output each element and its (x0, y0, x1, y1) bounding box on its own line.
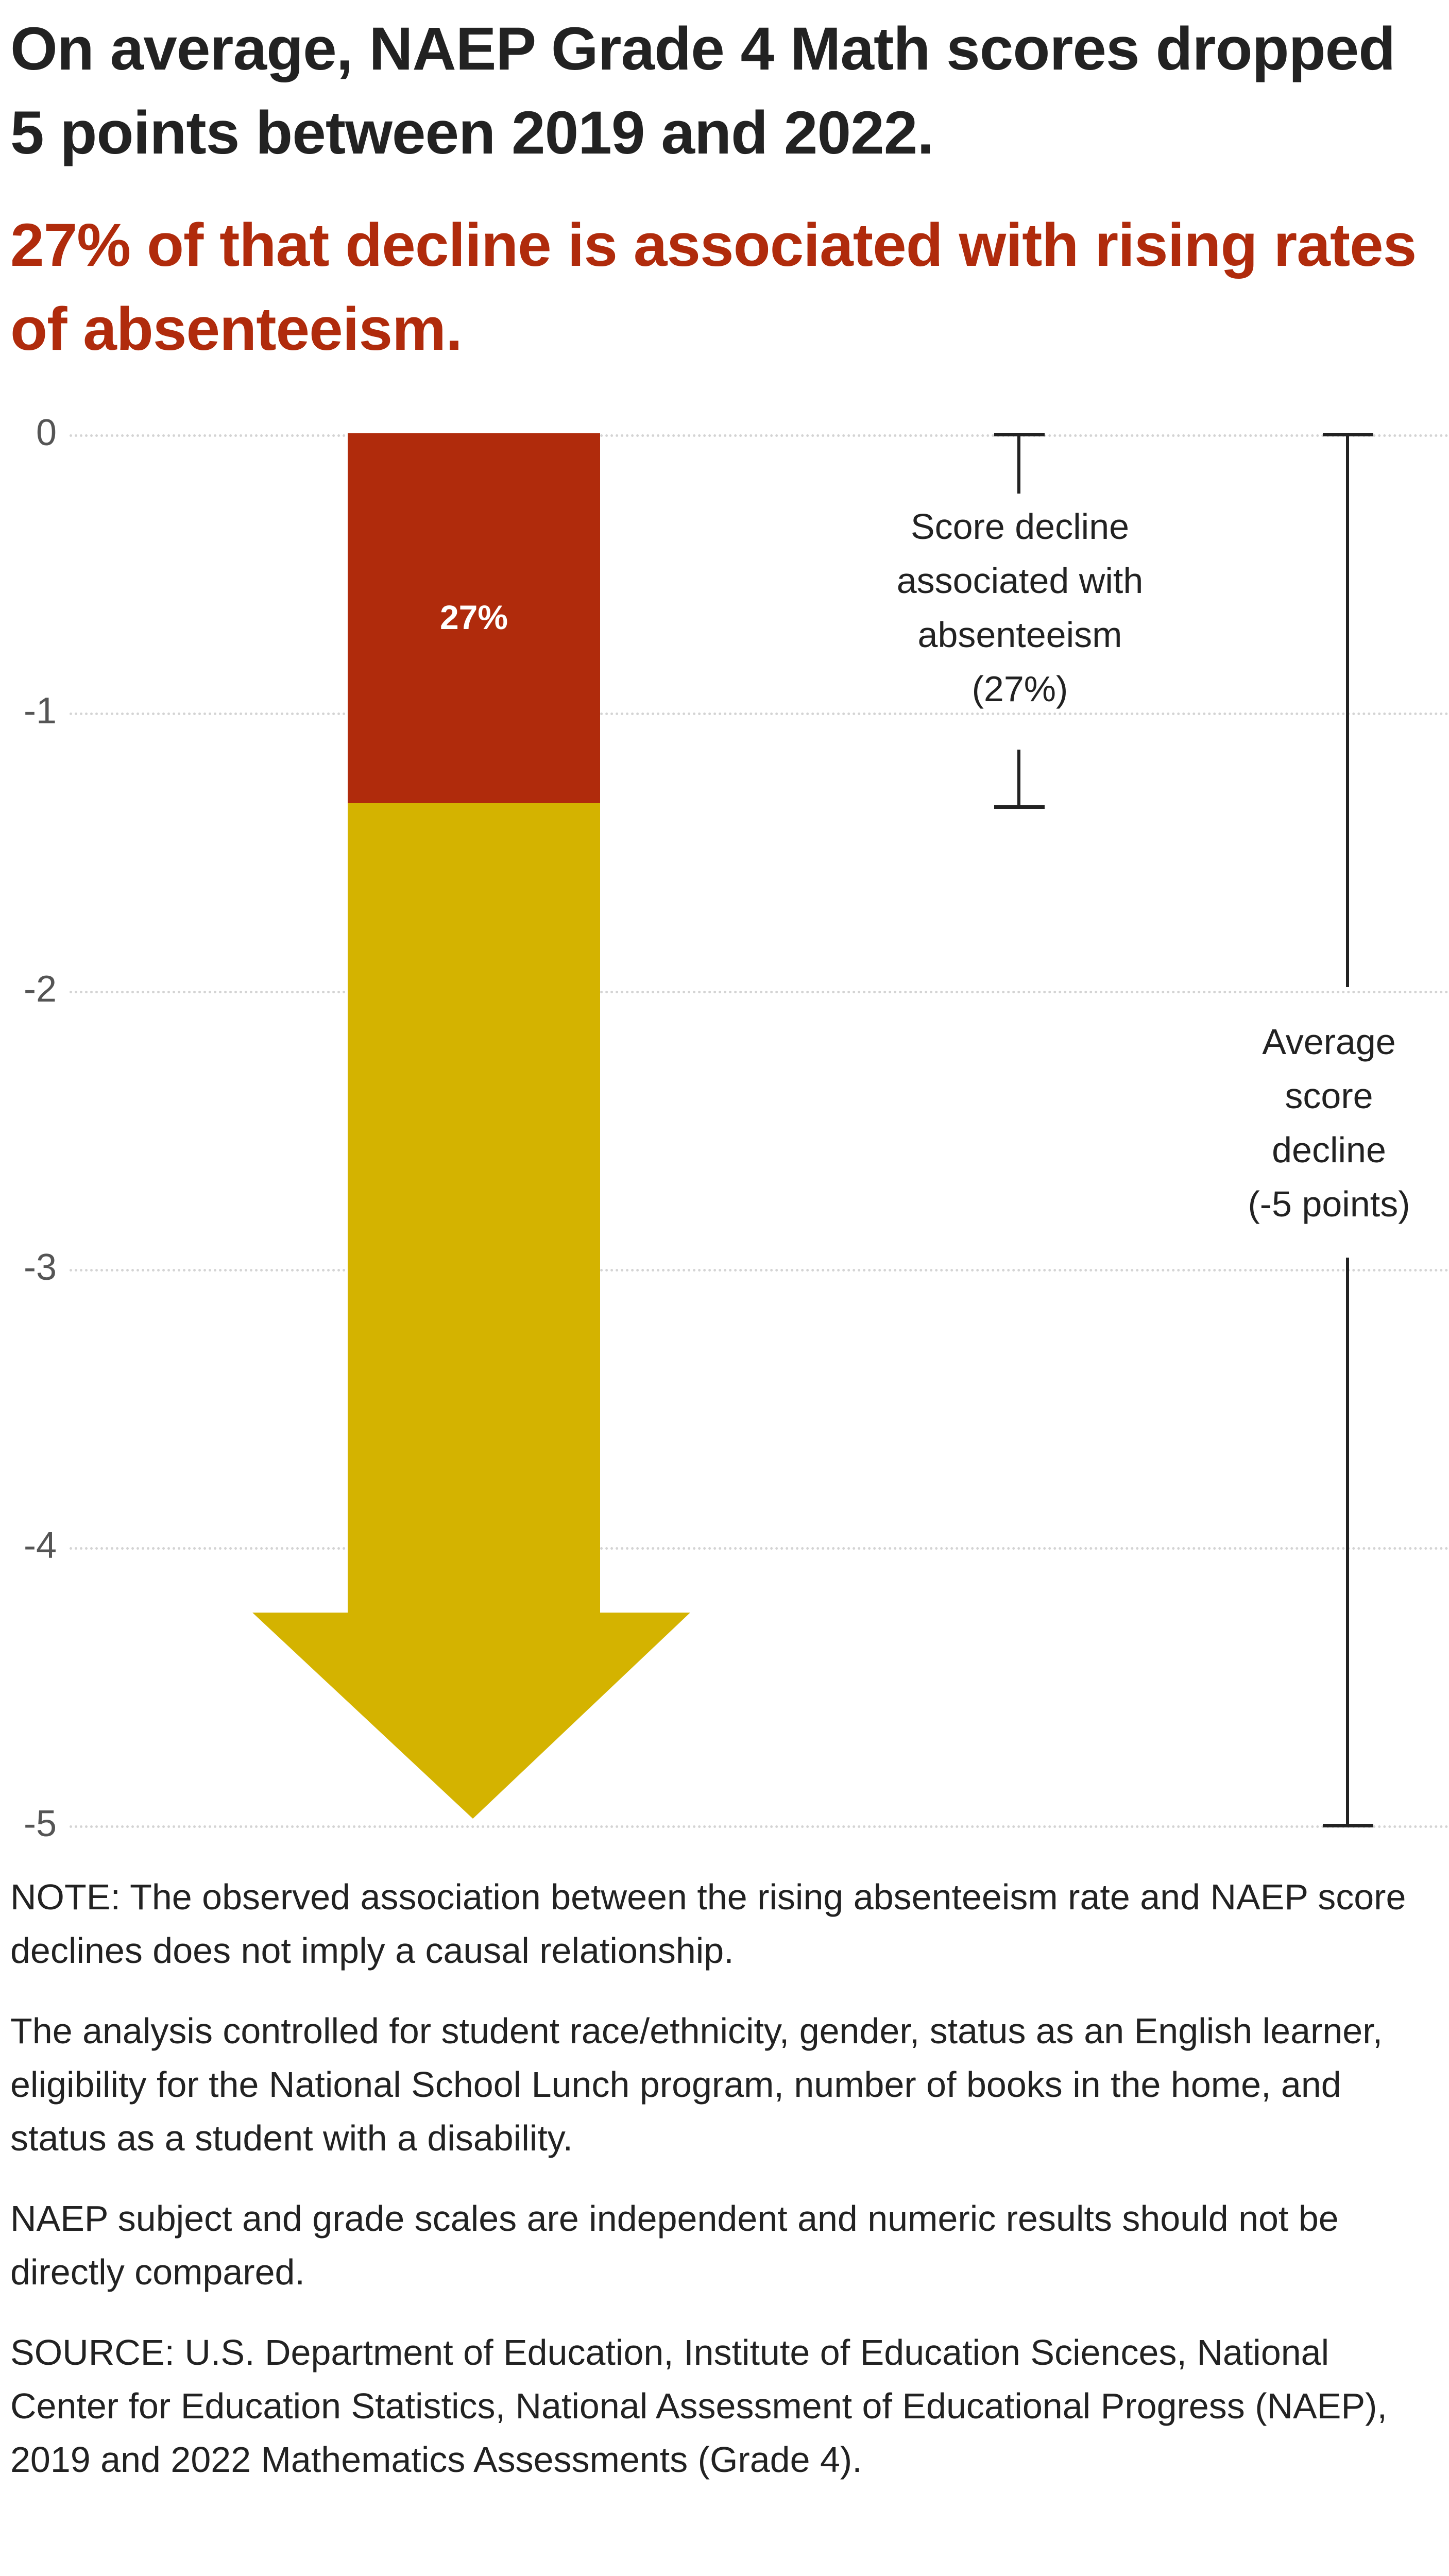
y-tick-label: -4 (23, 1525, 57, 1566)
average-annotation: Average score decline (-5 points) (1200, 1015, 1449, 1231)
gridline-minus-5 (70, 1825, 1449, 1828)
gridline-0 (70, 434, 1449, 437)
annotation-line: (-5 points) (1248, 1184, 1410, 1224)
footnotes: NOTE: The observed association between t… (10, 1870, 1442, 2513)
annotation-line: Average (1262, 1022, 1396, 1062)
bracket-cap (1323, 1824, 1373, 1827)
y-tick-label: 0 (36, 412, 57, 453)
bracket-line (1017, 433, 1020, 494)
arrow-down-icon (252, 1613, 690, 1819)
note-scales: NAEP subject and grade scales are indepe… (10, 2198, 1339, 2292)
y-tick-label: -3 (23, 1247, 57, 1288)
annotation-line: Score decline (910, 506, 1130, 547)
bracket-line (1017, 750, 1020, 808)
gridline-minus-4 (70, 1547, 1449, 1550)
absenteeism-annotation: Score decline associated with absenteeis… (814, 500, 1226, 716)
gridline-minus-3 (70, 1269, 1449, 1272)
absenteeism-segment (348, 433, 600, 803)
gridline-minus-2 (70, 991, 1449, 993)
bracket-line (1346, 433, 1349, 987)
gridline-minus-1 (70, 713, 1449, 715)
note-causality: NOTE: The observed association between t… (10, 1877, 1406, 1971)
segment-label: 27% (439, 598, 508, 636)
chart-title: On average, NAEP Grade 4 Math scores dro… (10, 15, 1395, 167)
annotation-line: (27%) (971, 669, 1068, 709)
y-tick-label: -5 (23, 1803, 57, 1844)
annotation-line: absenteeism (917, 615, 1122, 655)
remaining-decline-shaft (348, 803, 600, 1614)
source: SOURCE: U.S. Department of Education, In… (10, 2332, 1387, 2480)
note-controls: The analysis controlled for student race… (10, 2011, 1383, 2158)
bracket-line (1346, 1258, 1349, 1827)
bracket-cap (994, 805, 1045, 809)
y-tick-label: -2 (23, 969, 57, 1010)
annotation-line: score (1285, 1076, 1373, 1116)
annotation-line: decline (1272, 1130, 1386, 1170)
annotation-line: associated with (896, 561, 1144, 601)
chart-subtitle: 27% of that decline is associated with r… (10, 211, 1417, 363)
y-tick-label: -1 (23, 690, 57, 732)
